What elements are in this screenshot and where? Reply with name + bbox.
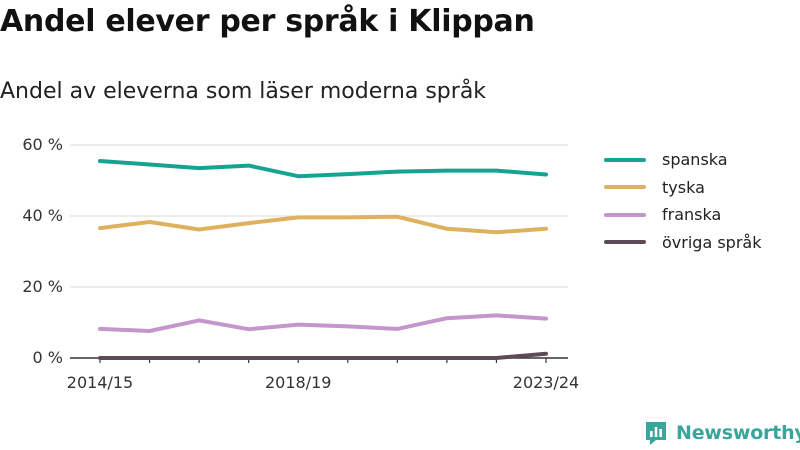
legend-swatch <box>604 185 646 190</box>
brand-logo: Newsworthy <box>644 420 800 446</box>
legend-label: franska <box>662 205 722 225</box>
legend-item: tyska <box>604 174 761 202</box>
legend-label: övriga språk <box>662 232 762 252</box>
y-tick-label: 0 % <box>33 348 63 367</box>
x-tick-label: 2018/19 <box>265 373 331 392</box>
series-line-tyska <box>98 214 548 235</box>
legend-item: franska <box>604 201 761 229</box>
newsworthy-icon <box>646 422 666 445</box>
y-tick-label: 20 % <box>22 277 63 296</box>
legend-label: spanska <box>662 150 728 170</box>
chart-legend: spanska tyska franska övriga språk <box>604 146 761 256</box>
legend-swatch <box>604 157 646 162</box>
series-line-spanska <box>98 159 548 179</box>
legend-label: tyska <box>662 177 705 197</box>
x-tick-label: 2014/15 <box>67 373 133 392</box>
chart-subtitle: Andel av eleverna som läser moderna språ… <box>0 79 487 104</box>
legend-item: övriga språk <box>604 229 761 257</box>
chart-title: Andel elever per språk i Klippan <box>0 4 535 39</box>
legend-item: spanska <box>604 146 761 174</box>
legend-swatch <box>604 240 646 245</box>
legend-swatch <box>604 212 646 217</box>
brand-name: Newsworthy <box>676 422 800 444</box>
series-line-övriga-språk <box>98 351 548 360</box>
y-tick-label: 40 % <box>22 206 63 225</box>
x-tick-label: 2023/24 <box>513 373 579 392</box>
y-tick-label: 60 % <box>22 135 63 154</box>
series-line-franska <box>98 313 548 333</box>
